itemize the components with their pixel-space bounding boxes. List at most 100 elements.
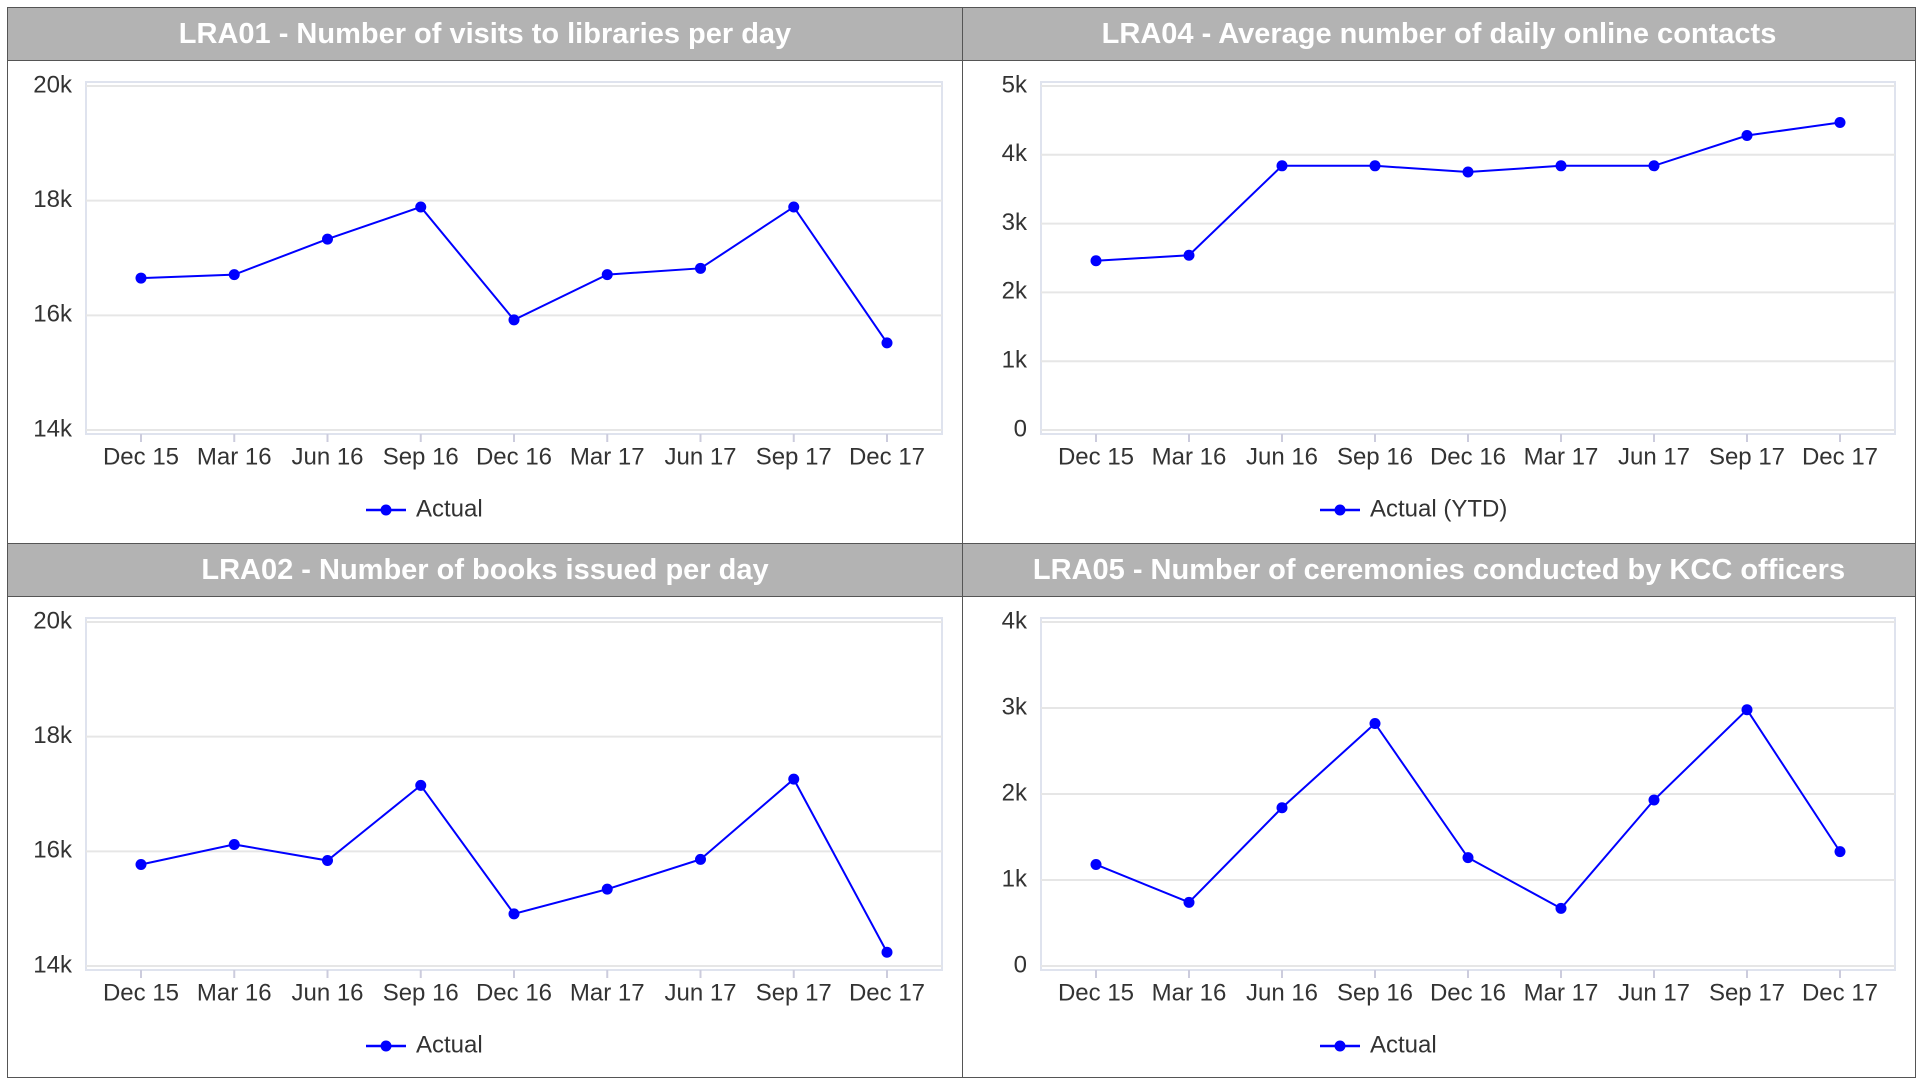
data-point (1090, 859, 1102, 871)
data-point (228, 838, 240, 850)
x-tick-label: Dec 15 (103, 443, 179, 470)
x-tick-label: Dec 17 (1802, 979, 1878, 1006)
x-tick-label: Mar 16 (197, 443, 272, 470)
x-tick-label: Dec 17 (849, 979, 925, 1006)
data-point (1183, 249, 1195, 261)
data-point (695, 853, 706, 865)
y-tick-label: 5k (1002, 71, 1028, 98)
data-point (135, 859, 147, 871)
chart: 14k 16k 18k 20k Dec 15 Mar 16 Jun 16 Sep 16 Dec … (33, 71, 943, 522)
plot-area (85, 81, 943, 435)
x-tick-label: Dec 15 (1058, 443, 1134, 470)
data-line (1095, 121, 1841, 262)
legend-label: Actual (416, 495, 483, 522)
x-tick-label: Jun 16 (291, 979, 363, 1006)
chart-panel: 14k 16k 18k 20k Dec 15 Mar 16 Jun 16 Sep 16 Dec … (7, 543, 963, 1078)
y-tick-label: 20k (33, 71, 73, 98)
data-point (1276, 802, 1288, 814)
chart-panel: 14k 16k 18k 20k Dec 15 Mar 16 Jun 16 Sep 16 Dec … (7, 7, 963, 544)
y-tick-label: 2k (1002, 278, 1028, 305)
data-point (881, 946, 893, 958)
y-tick-label: 14k (33, 415, 73, 442)
x-tick-label: Dec 16 (1430, 443, 1506, 470)
data-point (1555, 160, 1567, 172)
chart-title: LRA02 - Number of books issued per day (8, 544, 962, 597)
y-tick-label: 16k (33, 301, 73, 328)
y-tick-label: 18k (33, 722, 73, 749)
chart-panel: 0 1k 2k 3k 4k 5k Dec 15 Mar 16 Jun 16 Sep 16 Dec 1… (962, 7, 1916, 544)
y-tick-label: 20k (33, 607, 73, 634)
data-point (1648, 794, 1660, 806)
y-tick-label: 0 (1014, 415, 1027, 442)
y-tick-label: 4k (1002, 607, 1028, 634)
x-tick-label: Dec 17 (849, 443, 925, 470)
data-point (1741, 704, 1753, 716)
x-tick-label: Jun 17 (1618, 979, 1690, 1006)
data-point (1834, 116, 1846, 128)
chart: 0 1k 2k 3k 4k 5k Dec 15 Mar 16 Jun 16 Sep 16 Dec 1… (1002, 71, 1896, 522)
data-line (140, 777, 888, 953)
x-tick-label: Jun 16 (1246, 443, 1318, 470)
legend-label: Actual (YTD) (1370, 495, 1507, 522)
x-tick-label: Sep 17 (1709, 979, 1785, 1006)
chart-title: LRA01 - Number of visits to libraries pe… (8, 8, 962, 61)
data-point (322, 855, 333, 867)
y-tick-label: 0 (1014, 951, 1027, 978)
x-tick-label: Jun 16 (291, 443, 363, 470)
data-point (1834, 846, 1846, 858)
chart: 0 1k 2k 3k 4k Dec 15 Mar 16 Jun 16 Sep 16 Dec 16 M… (1002, 607, 1896, 1058)
y-tick-label: 3k (1002, 209, 1028, 236)
x-tick-label: Dec 15 (103, 979, 179, 1006)
chart-panel: 0 1k 2k 3k 4k Dec 15 Mar 16 Jun 16 Sep 16 Dec 16 M… (962, 543, 1916, 1078)
data-point (415, 779, 427, 791)
y-tick-label: 18k (33, 186, 73, 213)
y-tick-label: 1k (1002, 865, 1028, 892)
data-point (228, 269, 240, 281)
y-tick-label: 1k (1002, 347, 1028, 374)
x-tick-label: Mar 17 (1524, 979, 1599, 1006)
x-tick-label: Jun 16 (1246, 979, 1318, 1006)
data-point (1369, 160, 1381, 172)
data-point (1090, 255, 1102, 267)
x-tick-label: Sep 17 (1709, 443, 1785, 470)
y-tick-label: 16k (33, 837, 73, 864)
data-point (508, 908, 520, 920)
data-point (695, 262, 706, 274)
x-tick-label: Sep 17 (756, 443, 832, 470)
data-point (881, 337, 893, 349)
data-point (1369, 717, 1381, 729)
x-tick-label: Mar 17 (570, 443, 645, 470)
x-tick-label: Jun 17 (664, 443, 736, 470)
x-tick-label: Jun 17 (1618, 443, 1690, 470)
x-tick-label: Mar 16 (1152, 979, 1227, 1006)
y-tick-label: 14k (33, 951, 73, 978)
legend-label: Actual (416, 1031, 483, 1058)
legend-swatch-dot (1334, 504, 1346, 516)
x-tick-label: Dec 16 (476, 979, 552, 1006)
plot-area (1040, 81, 1896, 435)
legend-swatch-dot (380, 1040, 392, 1052)
data-point (788, 773, 800, 785)
y-tick-label: 4k (1002, 140, 1028, 167)
x-tick-label: Sep 16 (1337, 979, 1413, 1006)
legend-swatch-dot (1334, 1040, 1346, 1052)
x-tick-label: Dec 16 (476, 443, 552, 470)
data-point (135, 272, 147, 284)
chart: 14k 16k 18k 20k Dec 15 Mar 16 Jun 16 Sep 16 Dec … (33, 607, 943, 1058)
x-tick-label: Sep 16 (383, 979, 459, 1006)
x-tick-label: Mar 17 (1524, 443, 1599, 470)
data-point (601, 269, 613, 281)
data-point (1741, 130, 1753, 142)
data-point (1555, 902, 1567, 914)
data-point (1183, 896, 1195, 908)
y-tick-label: 2k (1002, 779, 1028, 806)
x-tick-label: Dec 17 (1802, 443, 1878, 470)
data-point (788, 201, 800, 213)
x-tick-label: Mar 16 (197, 979, 272, 1006)
chart-title: LRA05 - Number of ceremonies conducted b… (963, 544, 1915, 597)
data-point (1462, 852, 1474, 864)
x-tick-label: Sep 16 (383, 443, 459, 470)
x-tick-label: Dec 15 (1058, 979, 1134, 1006)
x-tick-label: Mar 17 (570, 979, 645, 1006)
